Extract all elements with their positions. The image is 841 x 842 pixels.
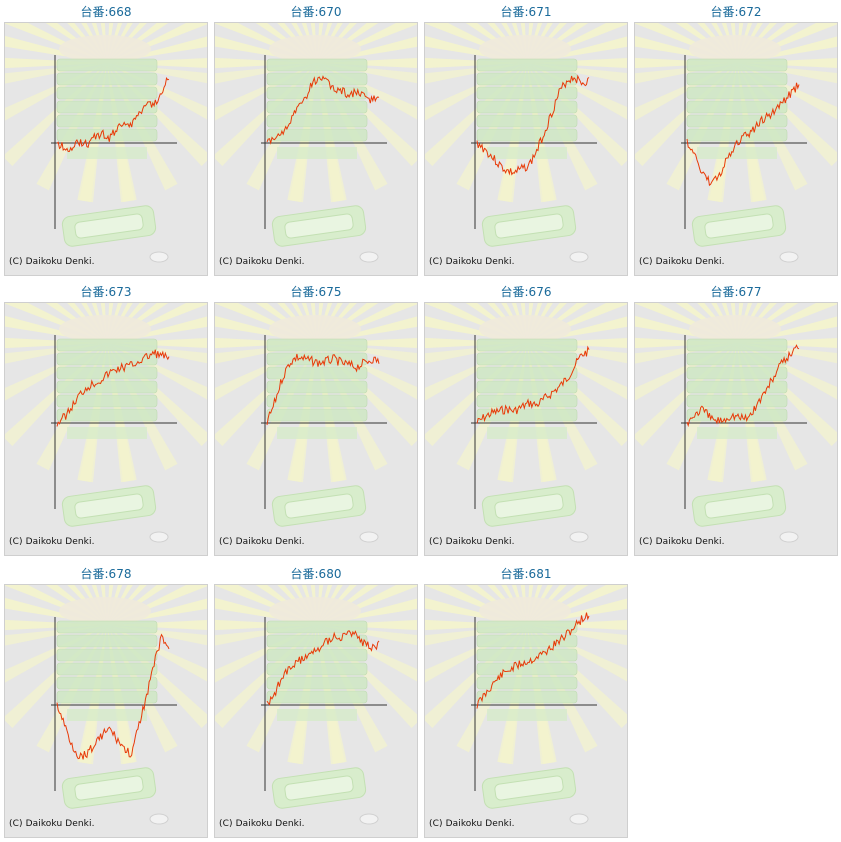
slump-graph-panel: (C) Daikoku Denki. bbox=[4, 302, 208, 556]
tray-decoration bbox=[61, 767, 169, 825]
machine-number-link[interactable]: 台番:676 bbox=[500, 285, 552, 299]
copyright-credit: (C) Daikoku Denki. bbox=[639, 537, 725, 547]
coin-stack-decoration bbox=[56, 35, 158, 159]
coin-stack-decoration bbox=[266, 315, 368, 439]
tray-decoration bbox=[481, 205, 589, 263]
slump-graph bbox=[215, 585, 417, 825]
tray-decoration bbox=[61, 205, 169, 263]
machine-number-link[interactable]: 台番:668 bbox=[80, 5, 132, 19]
machine-number-link[interactable]: 台番:677 bbox=[710, 285, 762, 299]
coin-stack-decoration bbox=[56, 597, 158, 721]
tray-decoration bbox=[481, 485, 589, 543]
slump-graph bbox=[425, 303, 627, 543]
slump-graph bbox=[635, 23, 837, 263]
machine-number-link[interactable]: 台番:678 bbox=[80, 567, 132, 581]
machine-number-link[interactable]: 台番:681 bbox=[500, 567, 552, 581]
machine-graph-card[interactable]: 台番:675 (C) Daikoku Denki. bbox=[214, 282, 418, 556]
slump-graph-panel: (C) Daikoku Denki. bbox=[424, 22, 628, 276]
machine-number-link[interactable]: 台番:672 bbox=[710, 5, 762, 19]
machine-graph-card[interactable]: 台番:673 (C) Daikoku Denki. bbox=[4, 282, 208, 556]
copyright-credit: (C) Daikoku Denki. bbox=[429, 819, 515, 829]
tray-decoration bbox=[61, 485, 169, 543]
slump-graph-panel: (C) Daikoku Denki. bbox=[4, 584, 208, 838]
slump-line bbox=[686, 344, 800, 428]
slump-graph-panel: (C) Daikoku Denki. bbox=[214, 302, 418, 556]
machine-graph-card[interactable]: 台番:676 (C) Daikoku Denki. bbox=[424, 282, 628, 556]
machine-graph-card[interactable]: 台番:672 (C) Daikoku Denki. bbox=[634, 2, 838, 276]
copyright-credit: (C) Daikoku Denki. bbox=[429, 257, 515, 267]
copyright-credit: (C) Daikoku Denki. bbox=[429, 537, 515, 547]
tray-decoration bbox=[271, 205, 379, 263]
slump-line bbox=[476, 345, 590, 424]
coin-stack-decoration bbox=[476, 315, 578, 439]
coin-stack-decoration bbox=[266, 35, 368, 159]
tray-decoration bbox=[271, 485, 379, 543]
coin-stack-decoration bbox=[266, 597, 368, 721]
coin-stack-decoration bbox=[686, 35, 788, 159]
tray-decoration bbox=[271, 767, 379, 825]
slump-graph-panel: (C) Daikoku Denki. bbox=[424, 302, 628, 556]
coin-stack-decoration bbox=[476, 35, 578, 159]
slump-line bbox=[56, 349, 170, 427]
machine-graph-card[interactable]: 台番:680 (C) Daikoku Denki. bbox=[214, 564, 418, 838]
coin-stack-decoration bbox=[686, 315, 788, 439]
slump-graph bbox=[5, 23, 207, 263]
slump-line bbox=[476, 74, 590, 176]
machine-graph-card[interactable]: 台番:671 (C) Daikoku Denki. bbox=[424, 2, 628, 276]
machine-number-link[interactable]: 台番:675 bbox=[290, 285, 342, 299]
copyright-credit: (C) Daikoku Denki. bbox=[219, 537, 305, 547]
copyright-credit: (C) Daikoku Denki. bbox=[9, 537, 95, 547]
slump-line bbox=[266, 630, 380, 706]
slump-graph bbox=[5, 585, 207, 825]
slump-graph bbox=[5, 303, 207, 543]
slump-graph bbox=[215, 23, 417, 263]
coin-stack-decoration bbox=[476, 597, 578, 721]
slump-line bbox=[56, 77, 170, 153]
coin-stack-decoration bbox=[56, 315, 158, 439]
slump-graph-panel: (C) Daikoku Denki. bbox=[4, 22, 208, 276]
slump-graph-panel: (C) Daikoku Denki. bbox=[214, 22, 418, 276]
machine-graph-card[interactable]: 台番:668 (C) Daikoku Denki. bbox=[4, 2, 208, 276]
copyright-credit: (C) Daikoku Denki. bbox=[219, 257, 305, 267]
machine-graph-card[interactable]: 台番:677 (C) Daikoku Denki. bbox=[634, 282, 838, 556]
slump-graph-panel: (C) Daikoku Denki. bbox=[634, 22, 838, 276]
tray-decoration bbox=[691, 485, 799, 543]
slump-graph-panel: (C) Daikoku Denki. bbox=[214, 584, 418, 838]
slump-line bbox=[266, 75, 380, 145]
slump-graph bbox=[635, 303, 837, 543]
slump-graph bbox=[215, 303, 417, 543]
tray-decoration bbox=[481, 767, 589, 825]
slump-graph bbox=[425, 585, 627, 825]
machine-graph-card[interactable]: 台番:670 (C) Daikoku Denki. bbox=[214, 2, 418, 276]
slump-graph-panel: (C) Daikoku Denki. bbox=[424, 584, 628, 838]
slump-line bbox=[266, 353, 380, 426]
machine-number-link[interactable]: 台番:670 bbox=[290, 5, 342, 19]
tray-decoration bbox=[691, 205, 799, 263]
slump-line bbox=[476, 612, 590, 709]
copyright-credit: (C) Daikoku Denki. bbox=[9, 819, 95, 829]
slump-line bbox=[686, 82, 800, 187]
machine-number-link[interactable]: 台番:671 bbox=[500, 5, 552, 19]
copyright-credit: (C) Daikoku Denki. bbox=[9, 257, 95, 267]
slump-line bbox=[56, 633, 170, 760]
slump-graph bbox=[425, 23, 627, 263]
machine-graph-card[interactable]: 台番:681 (C) Daikoku Denki. bbox=[424, 564, 628, 838]
machine-number-link[interactable]: 台番:680 bbox=[290, 567, 342, 581]
copyright-credit: (C) Daikoku Denki. bbox=[639, 257, 725, 267]
slump-graph-panel: (C) Daikoku Denki. bbox=[634, 302, 838, 556]
machine-graph-card[interactable]: 台番:678 (C) Daikoku Denki. bbox=[4, 564, 208, 838]
machine-number-link[interactable]: 台番:673 bbox=[80, 285, 132, 299]
copyright-credit: (C) Daikoku Denki. bbox=[219, 819, 305, 829]
